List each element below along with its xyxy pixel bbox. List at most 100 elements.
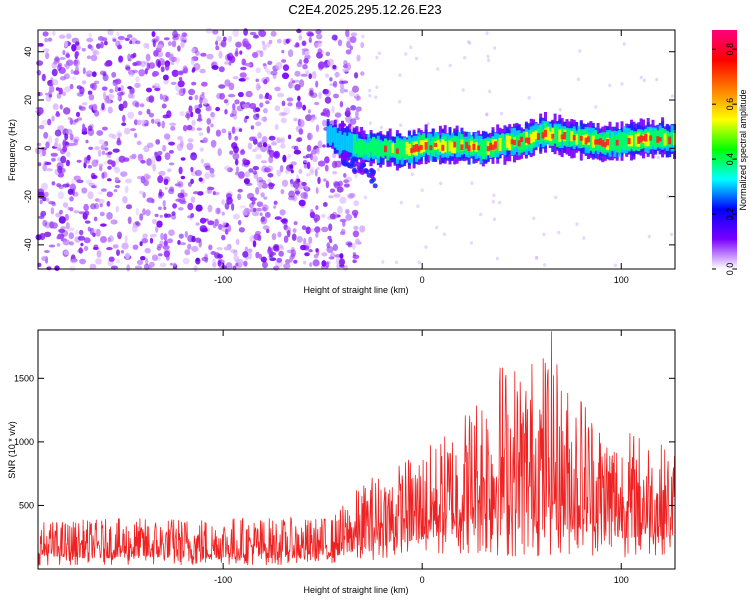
noise-dot [88, 146, 94, 150]
track-cell [481, 140, 485, 160]
noise-dot [207, 220, 215, 226]
track-cell [546, 126, 550, 141]
track-cell [524, 137, 528, 143]
track-cell [479, 138, 483, 157]
noise-dot [288, 81, 293, 89]
track-cell [534, 130, 538, 140]
noise-dot [215, 40, 219, 46]
noise-dot [137, 175, 142, 180]
noise-dot [41, 119, 49, 126]
noise-dot [376, 168, 381, 172]
noise-dot [288, 190, 295, 198]
noise-dot [139, 241, 143, 247]
noise-dot [93, 80, 100, 85]
track-cell [427, 138, 430, 155]
noise-dot [315, 124, 320, 133]
noise-dot [399, 200, 403, 205]
noise-dot [492, 217, 497, 221]
track-cell [436, 139, 440, 150]
noise-dot [172, 262, 177, 267]
noise-dot [252, 52, 259, 58]
noise-dot [144, 68, 148, 75]
spectrogram-y-ticks: -40 -20 0 20 40 [23, 47, 675, 251]
noise-dot [534, 256, 539, 260]
noise-dot [345, 213, 353, 221]
noise-dot [151, 218, 157, 225]
noise-dot [204, 253, 208, 260]
noise-dot [398, 73, 402, 77]
noise-dot [127, 58, 132, 62]
noise-dot [194, 169, 202, 177]
noise-dot [268, 155, 274, 164]
track-cell [367, 142, 371, 158]
noise-dot [342, 80, 348, 84]
noise-dot [93, 48, 97, 56]
noise-dot [303, 191, 309, 200]
noise-dot [162, 94, 169, 103]
noise-dot [308, 87, 314, 94]
noise-dot [278, 112, 286, 117]
noise-dot [261, 40, 265, 46]
noise-dot [270, 30, 277, 37]
noise-dot [216, 247, 223, 251]
y-tick-label: 20 [23, 95, 33, 105]
noise-dot [67, 188, 74, 195]
noise-dot [255, 207, 262, 212]
noise-dot [289, 254, 294, 263]
noise-dot [279, 209, 286, 216]
noise-dot [118, 103, 124, 112]
track-cell [353, 156, 359, 162]
y-tick-label: -40 [23, 238, 33, 251]
track-cell [415, 143, 418, 152]
track-cell [343, 151, 349, 157]
noise-dot [157, 122, 161, 127]
track-cell [608, 137, 612, 151]
noise-dot [294, 70, 301, 77]
noise-dot [96, 43, 101, 49]
noise-dot [206, 118, 212, 125]
noise-dot [261, 165, 268, 173]
noise-dot [288, 81, 295, 89]
noise-dot [75, 51, 80, 57]
noise-dot [138, 110, 143, 116]
noise-dot [85, 156, 91, 164]
noise-dot [314, 101, 320, 106]
track-cell [403, 141, 407, 160]
noise-dot [286, 249, 294, 254]
noise-dot [268, 94, 272, 101]
noise-dot [178, 166, 183, 175]
noise-dot [622, 42, 626, 46]
noise-dot [190, 196, 196, 203]
noise-dot [305, 70, 310, 75]
noise-dot [352, 259, 357, 264]
noise-dot [439, 181, 443, 186]
noise-dot [262, 206, 267, 212]
noise-dot [42, 48, 50, 53]
track-cell [601, 140, 605, 147]
track-cell [360, 162, 366, 168]
noise-dot [44, 250, 50, 253]
noise-dot [647, 234, 651, 239]
noise-dot [267, 178, 271, 184]
noise-dot [305, 186, 309, 191]
noise-dot [162, 144, 167, 152]
noise-dot [75, 111, 81, 118]
track-cell [634, 133, 638, 147]
noise-dot [321, 252, 328, 257]
noise-dot [351, 209, 359, 216]
track-cell [572, 135, 576, 141]
noise-dot [69, 196, 74, 202]
noise-dot [249, 31, 257, 36]
noise-dot [195, 204, 203, 212]
noise-dot [342, 64, 349, 69]
noise-dot [305, 114, 313, 122]
noise-dot [670, 94, 675, 98]
noise-dot [328, 223, 333, 232]
noise-dot [245, 115, 250, 119]
noise-dot [256, 182, 264, 187]
noise-dot [558, 108, 562, 112]
noise-dot [234, 99, 240, 105]
colorbar-tick-label: 0.4 [725, 153, 735, 166]
noise-dot [114, 177, 120, 182]
noise-dot [251, 136, 257, 141]
